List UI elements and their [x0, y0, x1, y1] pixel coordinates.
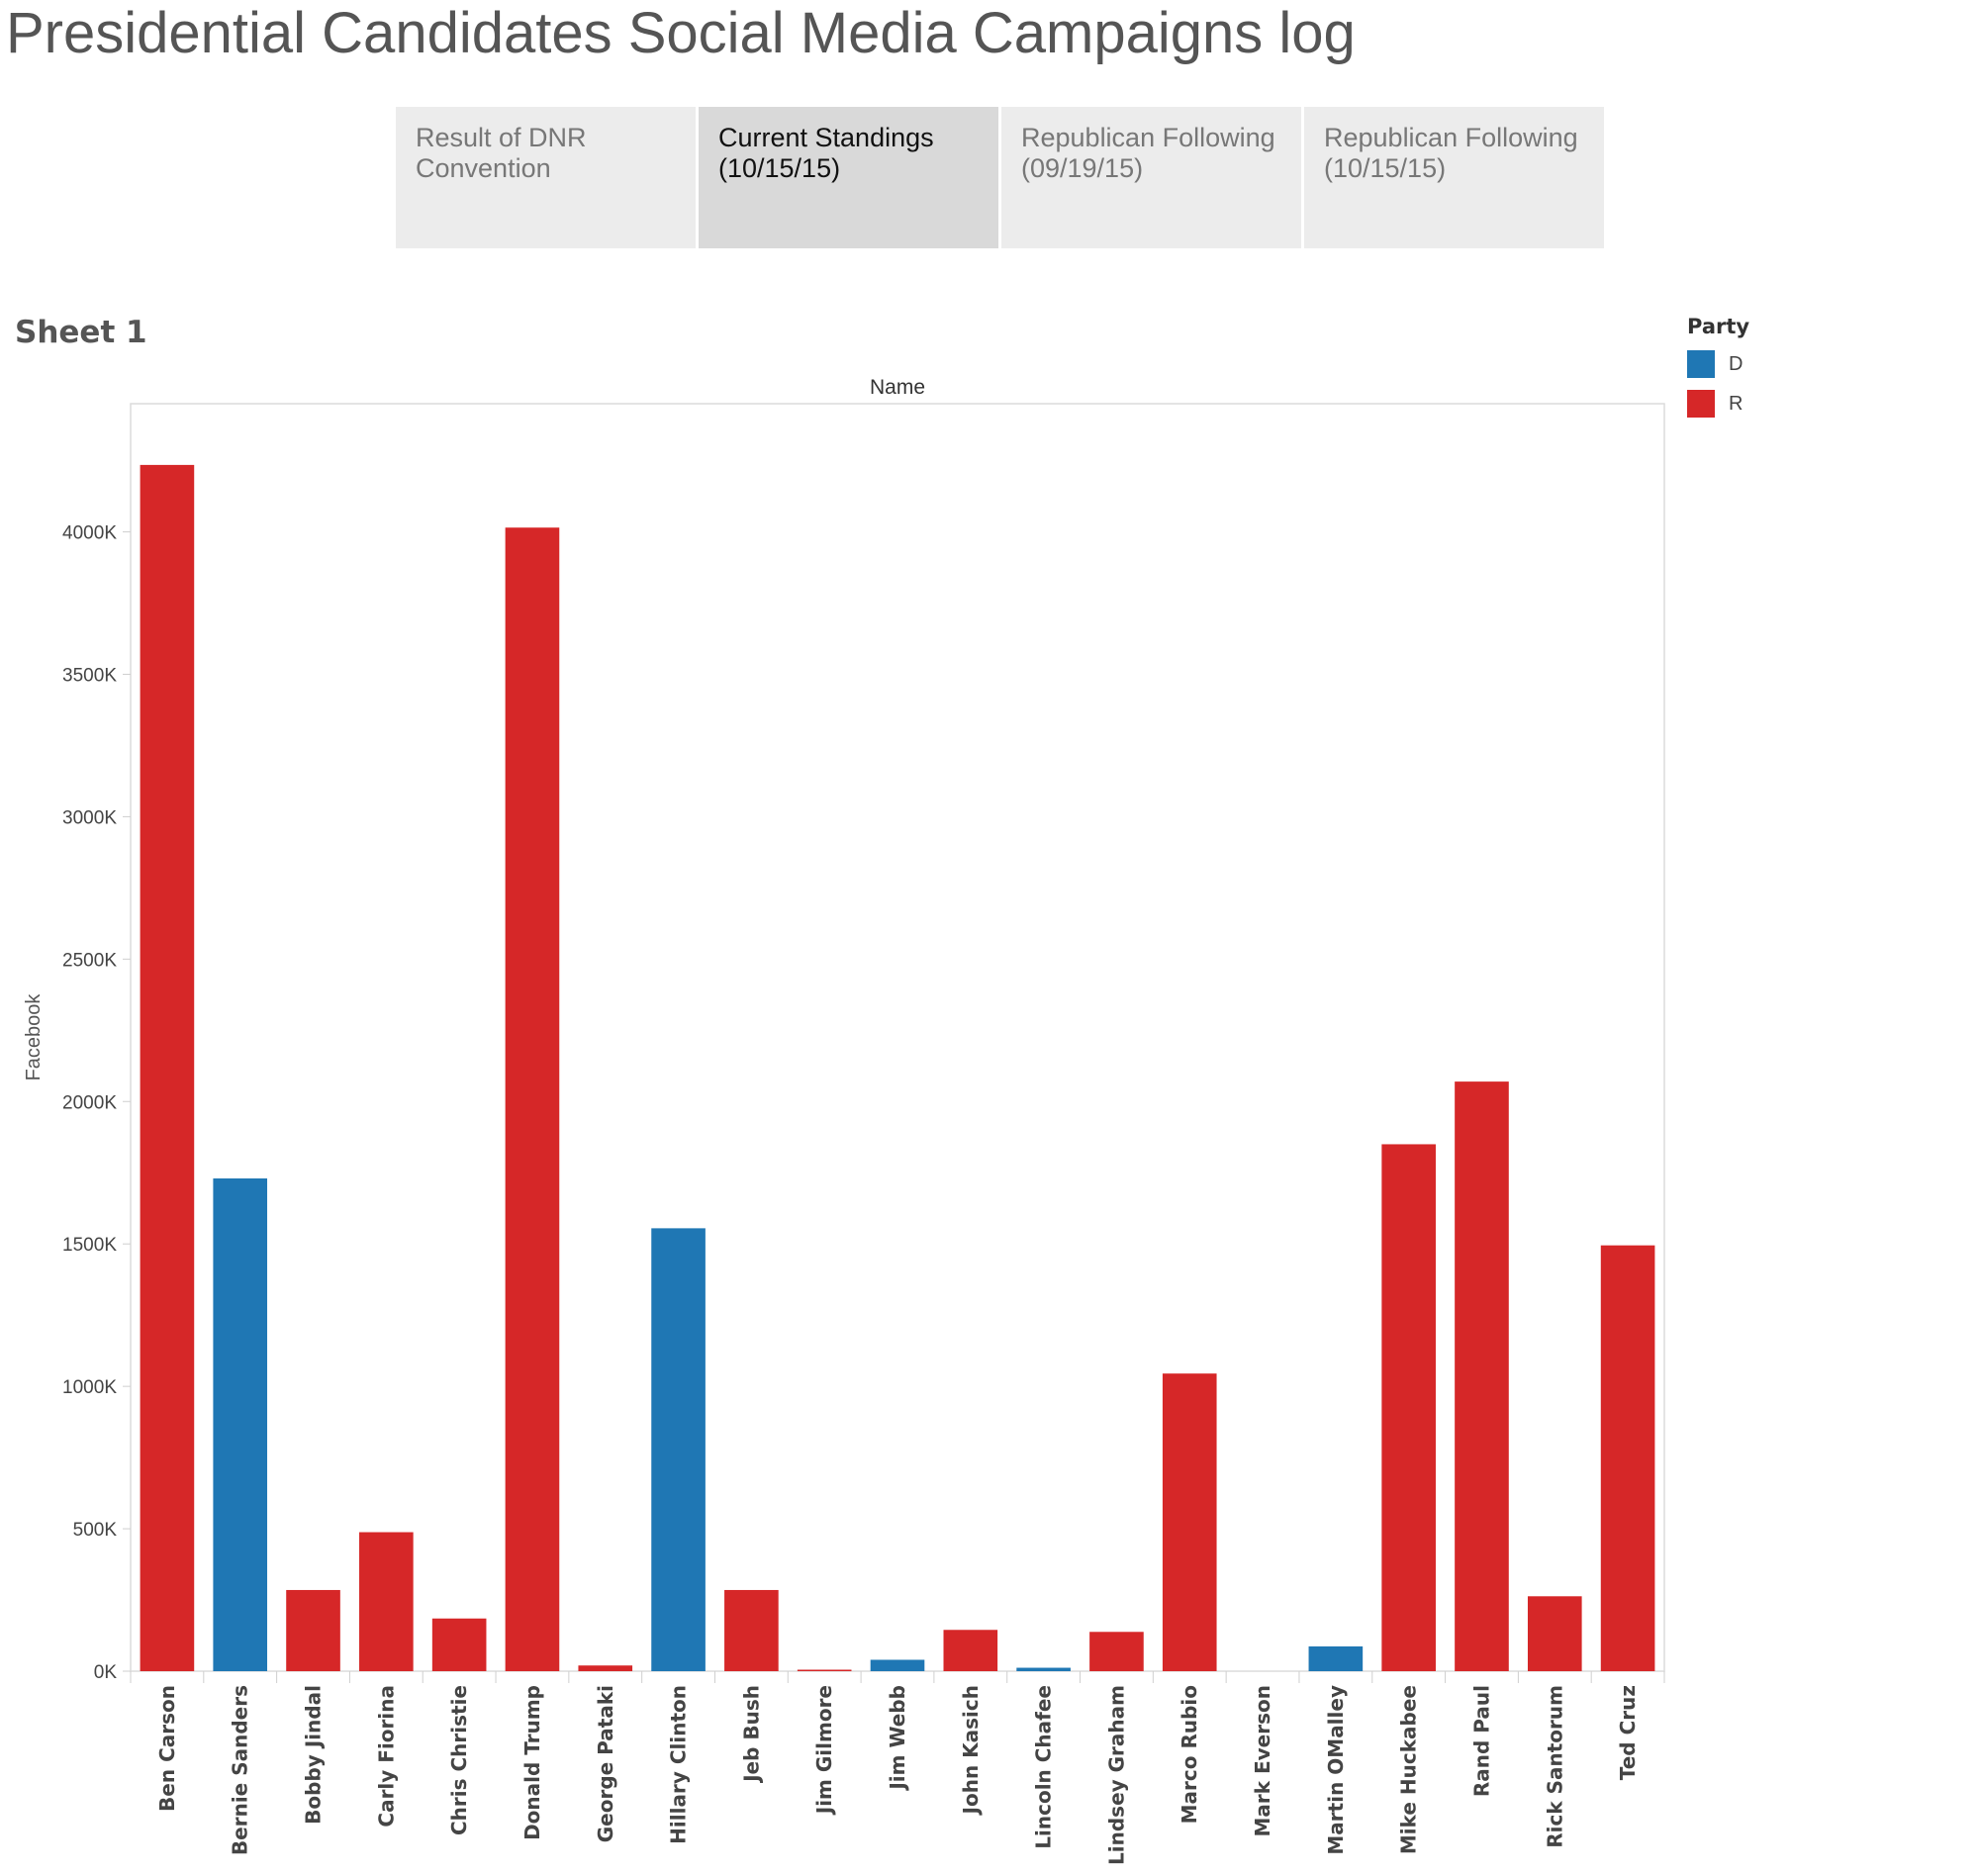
x-tick-label: Carly Fiorina — [374, 1685, 398, 1828]
x-tick-label: George Pataki — [594, 1685, 617, 1842]
bar-george-pataki[interactable] — [578, 1665, 633, 1671]
bar-carly-fiorina[interactable] — [359, 1532, 414, 1671]
x-tick-label: Jeb Bush — [739, 1685, 763, 1784]
legend-label-d: D — [1729, 352, 1743, 375]
tab-label-line1: Result of DNR — [416, 123, 587, 152]
x-tick-label: Hillary Clinton — [667, 1685, 691, 1844]
column-header: Name — [870, 376, 925, 399]
bar-chart: Name Facebook 0K 500K 1000K 1500K 2000K 2500K… — [23, 376, 1665, 1865]
y-tick-label: 3500K — [62, 665, 117, 686]
y-tick-label: 2500K — [62, 950, 117, 971]
x-tick-label: Martin OMalley — [1324, 1685, 1348, 1855]
x-tick-label: Ted Cruz — [1616, 1685, 1640, 1780]
x-tick-label: John Kasich — [959, 1685, 983, 1816]
x-tick-label: Lindsey Graham — [1104, 1685, 1128, 1865]
legend-label-r: R — [1729, 392, 1743, 415]
bar-jim-webb[interactable] — [870, 1659, 925, 1671]
bar-lindsey-graham[interactable] — [1089, 1632, 1144, 1671]
bar-jeb-bush[interactable] — [724, 1589, 779, 1671]
x-tick-label: Chris Christie — [447, 1685, 471, 1835]
bar-john-kasich[interactable] — [943, 1630, 998, 1671]
bar-rand-paul[interactable] — [1455, 1081, 1509, 1671]
bar-chris-christie[interactable] — [431, 1618, 487, 1671]
legend-item-r[interactable]: R — [1687, 384, 1749, 423]
tab-label-line2: (10/15/15) — [718, 153, 841, 183]
legend-swatch-d — [1687, 350, 1715, 378]
x-tick-label: Marco Rubio — [1178, 1685, 1201, 1824]
y-tick-label: 4000K — [62, 523, 117, 544]
x-tick-label: Bobby Jindal — [302, 1685, 326, 1825]
tab-dnr-convention[interactable]: Result of DNR Convention — [396, 107, 696, 248]
bar-rick-santorum[interactable] — [1527, 1596, 1582, 1671]
y-axis-title: Facebook — [23, 993, 45, 1081]
bar-lincoln-chafee[interactable] — [1016, 1667, 1071, 1671]
bar-ben-carson[interactable] — [140, 464, 195, 1672]
tab-label-line2: (09/19/15) — [1021, 153, 1144, 183]
sheet-title: Sheet 1 — [15, 315, 147, 350]
y-tick-label: 1000K — [62, 1377, 117, 1398]
tab-label-line1: Current Standings — [718, 123, 934, 152]
legend-item-d[interactable]: D — [1687, 344, 1749, 384]
y-tick-label: 2000K — [62, 1092, 117, 1113]
bar-mike-huckabee[interactable] — [1381, 1144, 1436, 1671]
bar-martin-omalley[interactable] — [1308, 1645, 1364, 1671]
tab-republican-following-1015[interactable]: Republican Following (10/15/15) — [1304, 107, 1604, 248]
bar-ted-cruz[interactable] — [1600, 1245, 1655, 1671]
bar-bobby-jindal[interactable] — [286, 1589, 340, 1671]
tab-republican-following-0919[interactable]: Republican Following (09/19/15) — [1001, 107, 1301, 248]
tab-current-standings[interactable]: Current Standings (10/15/15) — [699, 107, 998, 248]
x-tick-label: Lincoln Chafee — [1032, 1685, 1056, 1849]
legend-swatch-r — [1687, 390, 1715, 418]
dashboard-tabs: Result of DNR Convention Current Standin… — [396, 107, 1604, 248]
y-tick-label: 1500K — [62, 1235, 117, 1256]
x-tick-label: Rand Paul — [1469, 1685, 1493, 1797]
x-tick-label: Rick Santorum — [1543, 1685, 1566, 1848]
bars — [140, 464, 1655, 1672]
x-tick-label: Mike Huckabee — [1397, 1685, 1421, 1854]
party-legend: Party D R — [1687, 315, 1749, 423]
tab-label-line1: Republican Following — [1324, 123, 1578, 152]
y-tick-label: 3000K — [62, 807, 117, 828]
x-axis: Ben Carson Bernie Sanders Bobby Jindal Carl… — [130, 1671, 1665, 1865]
page-title: Presidential Candidates Social Media Cam… — [6, 1, 1356, 65]
y-tick-label: 500K — [73, 1520, 118, 1541]
y-tick-label: 0K — [94, 1662, 118, 1683]
bar-donald-trump[interactable] — [505, 527, 560, 1671]
bar-hillary-clinton[interactable] — [651, 1228, 706, 1671]
y-axis: 0K 500K 1000K 1500K 2000K 2500K 3000K 3500K 4000… — [62, 523, 131, 1683]
tab-label-line1: Republican Following — [1021, 123, 1275, 152]
bar-marco-rubio[interactable] — [1162, 1373, 1217, 1671]
bar-bernie-sanders[interactable] — [213, 1177, 268, 1671]
bar-jim-gilmore[interactable] — [797, 1669, 852, 1672]
x-tick-label: Bernie Sanders — [229, 1685, 252, 1855]
tab-label-line2: (10/15/15) — [1324, 153, 1447, 183]
tab-label-line2: Convention — [416, 153, 551, 183]
x-tick-label: Ben Carson — [155, 1685, 179, 1812]
x-tick-label: Jim Gilmore — [812, 1685, 836, 1816]
x-tick-label: Jim Webb — [886, 1685, 909, 1792]
x-tick-label: Mark Everson — [1251, 1685, 1274, 1837]
x-tick-label: Donald Trump — [520, 1685, 544, 1840]
legend-title: Party — [1687, 315, 1750, 338]
